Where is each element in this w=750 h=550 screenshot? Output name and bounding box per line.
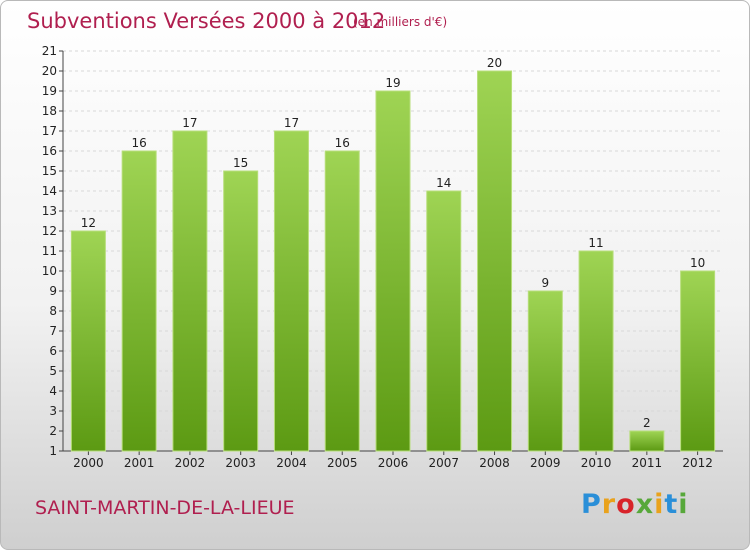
value-label-2006: 19 bbox=[385, 76, 400, 90]
y-tick-label: 11 bbox=[42, 244, 57, 258]
value-label-2010: 11 bbox=[588, 236, 603, 250]
labels: 1234567891011121314151617181920211220001… bbox=[42, 44, 713, 470]
y-tick-label: 2 bbox=[49, 424, 57, 438]
x-tick-label-2004: 2004 bbox=[276, 456, 307, 470]
bar-2004 bbox=[273, 130, 309, 452]
commune-name: SAINT-MARTIN-DE-LA-LIEUE bbox=[35, 497, 295, 519]
x-tick-label-2000: 2000 bbox=[73, 456, 104, 470]
x-tick-label-2001: 2001 bbox=[124, 456, 155, 470]
bar-2008 bbox=[477, 70, 513, 452]
bar-2010 bbox=[578, 250, 614, 452]
value-label-2011: 2 bbox=[643, 416, 651, 430]
y-tick-label: 7 bbox=[49, 324, 57, 338]
value-label-2005: 16 bbox=[335, 136, 350, 150]
value-label-2012: 10 bbox=[690, 256, 705, 270]
bar-2002 bbox=[172, 130, 208, 452]
bars bbox=[70, 70, 716, 452]
x-tick-label-2012: 2012 bbox=[682, 456, 713, 470]
x-tick-label-2011: 2011 bbox=[632, 456, 663, 470]
bar-2011 bbox=[629, 430, 665, 452]
y-tick-label: 3 bbox=[49, 404, 57, 418]
y-tick-label: 8 bbox=[49, 304, 57, 318]
y-tick-label: 20 bbox=[42, 64, 57, 78]
value-label-2003: 15 bbox=[233, 156, 248, 170]
bar-2009 bbox=[527, 290, 563, 452]
bar-2006 bbox=[375, 90, 411, 452]
y-tick-label: 6 bbox=[49, 344, 57, 358]
bar-2007 bbox=[426, 190, 462, 452]
value-label-2008: 20 bbox=[487, 56, 502, 70]
x-tick-label-2006: 2006 bbox=[378, 456, 409, 470]
y-tick-label: 13 bbox=[42, 204, 57, 218]
x-tick-label-2007: 2007 bbox=[428, 456, 459, 470]
value-label-2009: 9 bbox=[541, 276, 549, 290]
x-tick-label-2002: 2002 bbox=[175, 456, 206, 470]
value-label-2007: 14 bbox=[436, 176, 451, 190]
value-label-2004: 17 bbox=[284, 116, 299, 130]
y-tick-label: 16 bbox=[42, 144, 57, 158]
y-tick-label: 12 bbox=[42, 224, 57, 238]
unit-note: (en milliers d'€) bbox=[353, 15, 448, 29]
y-tick-label: 17 bbox=[42, 124, 57, 138]
proxiti-logo: Proxiti bbox=[581, 489, 689, 520]
chart-title: Subventions Versées 2000 à 2012 bbox=[27, 9, 386, 33]
x-tick-label-2005: 2005 bbox=[327, 456, 358, 470]
y-tick-label: 21 bbox=[42, 44, 57, 58]
bar-2003 bbox=[223, 170, 259, 452]
x-tick-label-2010: 2010 bbox=[581, 456, 612, 470]
bar-2005 bbox=[324, 150, 360, 452]
y-tick-label: 5 bbox=[49, 364, 57, 378]
value-label-2000: 12 bbox=[81, 216, 96, 230]
y-tick-label: 1 bbox=[49, 444, 57, 458]
value-label-2002: 17 bbox=[182, 116, 197, 130]
y-tick-label: 9 bbox=[49, 284, 57, 298]
bar-2012 bbox=[680, 270, 716, 452]
y-tick-label: 19 bbox=[42, 84, 57, 98]
x-tick-label-2008: 2008 bbox=[479, 456, 510, 470]
x-tick-label-2003: 2003 bbox=[225, 456, 256, 470]
bar-2000 bbox=[70, 230, 106, 452]
y-tick-label: 4 bbox=[49, 384, 57, 398]
y-tick-label: 14 bbox=[42, 184, 57, 198]
y-tick-label: 15 bbox=[42, 164, 57, 178]
x-tick-label-2009: 2009 bbox=[530, 456, 561, 470]
y-tick-label: 10 bbox=[42, 264, 57, 278]
y-tick-label: 18 bbox=[42, 104, 57, 118]
value-label-2001: 16 bbox=[132, 136, 147, 150]
bar-2001 bbox=[121, 150, 157, 452]
